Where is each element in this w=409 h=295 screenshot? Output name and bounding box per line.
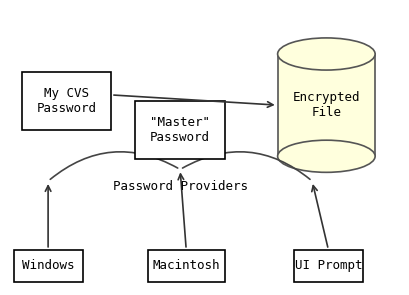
Ellipse shape [278,38,375,70]
FancyBboxPatch shape [135,101,225,159]
Text: Encrypted
File: Encrypted File [292,91,360,119]
FancyBboxPatch shape [13,250,83,282]
Text: UI Prompt: UI Prompt [294,259,362,272]
FancyBboxPatch shape [294,250,363,282]
Text: My CVS
Password: My CVS Password [36,87,97,115]
Ellipse shape [278,140,375,172]
FancyBboxPatch shape [148,250,225,282]
Text: Windows: Windows [22,259,74,272]
FancyBboxPatch shape [22,71,111,130]
Polygon shape [278,54,375,156]
Text: "Master"
Password: "Master" Password [150,116,210,144]
Text: Password Providers: Password Providers [112,180,247,193]
Text: Macintosh: Macintosh [153,259,220,272]
